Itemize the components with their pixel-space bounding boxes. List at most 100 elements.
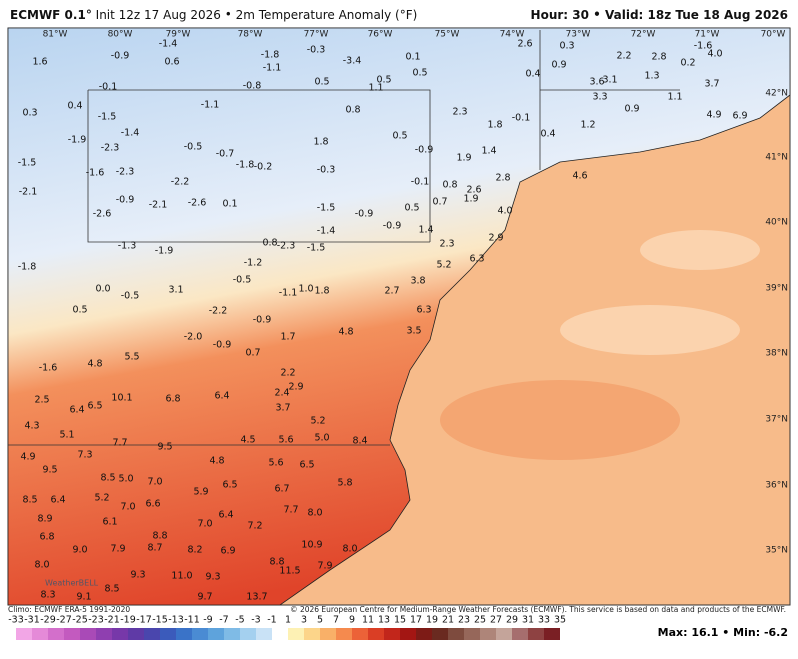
latitude-label: 37°N bbox=[765, 415, 788, 425]
longitude-label: 74°W bbox=[500, 30, 525, 40]
station-value: 5.5 bbox=[124, 352, 139, 363]
station-value: 4.6 bbox=[572, 171, 587, 182]
station-value: -1.1 bbox=[263, 63, 282, 74]
station-value: -1.3 bbox=[118, 241, 137, 252]
colorbar-label: -31 bbox=[24, 615, 40, 626]
station-value: 2.2 bbox=[280, 368, 295, 379]
station-value: 7.0 bbox=[120, 502, 135, 513]
station-value: 8.0 bbox=[34, 560, 49, 571]
station-value: 4.8 bbox=[338, 327, 353, 338]
station-value: 9.5 bbox=[42, 465, 57, 476]
station-value: 7.2 bbox=[247, 521, 262, 532]
max-min: Max: 16.1 • Min: -6.2 bbox=[658, 626, 788, 639]
station-value: 5.0 bbox=[118, 474, 133, 485]
station-value: -1.6 bbox=[694, 41, 713, 52]
colorbar-swatch bbox=[496, 628, 512, 640]
station-value: 8.7 bbox=[147, 543, 162, 554]
colorbar-swatch bbox=[288, 628, 304, 640]
station-value: -0.3 bbox=[307, 45, 326, 56]
max: Max: 16.1 bbox=[658, 626, 719, 639]
header: ECMWF 0.1° Init 12z 17 Aug 2026 • 2m Tem… bbox=[10, 8, 788, 22]
station-value: 6.3 bbox=[469, 254, 484, 265]
station-value: 3.7 bbox=[704, 79, 719, 90]
station-value: 1.3 bbox=[644, 71, 659, 82]
station-value: -0.1 bbox=[99, 82, 118, 93]
colorbar-swatch bbox=[432, 628, 448, 640]
station-value: 6.8 bbox=[39, 532, 54, 543]
station-value: -1.1 bbox=[279, 288, 298, 299]
station-value: 8.5 bbox=[104, 584, 119, 595]
station-value: 6.7 bbox=[274, 484, 289, 495]
station-value: -1.9 bbox=[155, 246, 174, 257]
colorbar-label: -3 bbox=[251, 615, 260, 626]
colorbar-swatch bbox=[480, 628, 496, 640]
station-value: 4.0 bbox=[707, 49, 722, 60]
station-value: -2.6 bbox=[93, 209, 112, 220]
station-value: 3.8 bbox=[410, 276, 425, 287]
colorbar-swatch bbox=[48, 628, 64, 640]
colorbar-swatch bbox=[256, 628, 272, 640]
latitude-label: 41°N bbox=[765, 153, 788, 163]
station-value: -0.9 bbox=[253, 315, 272, 326]
station-value: 0.4 bbox=[525, 69, 540, 80]
station-value: 2.5 bbox=[34, 395, 49, 406]
longitude-label: 78°W bbox=[238, 30, 263, 40]
colorbar-label: 15 bbox=[394, 615, 406, 626]
station-value: 3.1 bbox=[168, 285, 183, 296]
station-value: 6.3 bbox=[416, 305, 431, 316]
station-value: -1.4 bbox=[317, 226, 336, 237]
colorbar-swatch bbox=[448, 628, 464, 640]
station-value: -1.8 bbox=[261, 50, 280, 61]
station-value: 7.9 bbox=[317, 561, 332, 572]
colorbar-label: 1 bbox=[285, 615, 291, 626]
station-value: 7.9 bbox=[110, 544, 125, 555]
colorbar-swatch bbox=[544, 628, 560, 640]
header-left: ECMWF 0.1° Init 12z 17 Aug 2026 • 2m Tem… bbox=[10, 8, 417, 22]
station-value: 1.4 bbox=[418, 225, 433, 236]
colorbar-swatch bbox=[416, 628, 432, 640]
station-value: -0.5 bbox=[184, 142, 203, 153]
station-value: 8.5 bbox=[100, 473, 115, 484]
station-value: 0.4 bbox=[540, 129, 555, 140]
colorbar-label: -25 bbox=[72, 615, 88, 626]
station-value: -1.5 bbox=[317, 203, 336, 214]
colorbar: -33 -31 -29 -27 -25 -23 -21 -19 -17 -15 -13 -11 -9 -7… bbox=[8, 615, 566, 640]
logo: WeatherBELL bbox=[45, 579, 99, 588]
station-value: -2.1 bbox=[19, 187, 38, 198]
station-value: 6.4 bbox=[214, 391, 229, 402]
station-value: 2.6 bbox=[466, 185, 481, 196]
colorbar-label: 21 bbox=[442, 615, 454, 626]
station-value: 8.8 bbox=[152, 531, 167, 542]
init: Init 12z 17 Aug 2026 bbox=[96, 8, 221, 22]
station-value: -1.5 bbox=[18, 158, 37, 169]
colorbar-label: 27 bbox=[490, 615, 502, 626]
axis-labels: 81°W 80°W 79°W 78°W 77°W 76°W 75°W 74°W 73°W 72°W… bbox=[43, 30, 788, 556]
station-value: 8.2 bbox=[187, 545, 202, 556]
longitude-label: 76°W bbox=[368, 30, 393, 40]
station-value: 2.6 bbox=[517, 39, 532, 50]
station-value: 6.5 bbox=[299, 460, 314, 471]
model: ECMWF 0.1° bbox=[10, 8, 92, 22]
colorbar-label: 35 bbox=[554, 615, 566, 626]
map: 1.60.30.4-1.5-1.9-1.5-2.1-1.4-2.3-1.6 -2.… bbox=[7, 27, 791, 606]
station-value: 8.8 bbox=[269, 557, 284, 568]
station-value: 9.7 bbox=[197, 592, 212, 603]
station-values: 1.60.30.4-1.5-1.9-1.5-2.1-1.4-2.3-1.6 -2.… bbox=[18, 39, 748, 603]
colorbar-swatch bbox=[96, 628, 112, 640]
station-value: 10.1 bbox=[111, 393, 132, 404]
station-value: 1.1 bbox=[667, 92, 682, 103]
station-value: 5.2 bbox=[436, 260, 451, 271]
station-value: 5.2 bbox=[94, 493, 109, 504]
station-value: 6.4 bbox=[69, 405, 84, 416]
station-value: 13.7 bbox=[246, 592, 267, 603]
colorbar-label: -21 bbox=[104, 615, 120, 626]
station-value: 9.3 bbox=[130, 570, 145, 581]
station-value: 0.7 bbox=[432, 197, 447, 208]
station-value: 4.8 bbox=[209, 456, 224, 467]
station-value: 0.5 bbox=[412, 68, 427, 79]
station-value: -1.8 bbox=[236, 160, 255, 171]
colorbar-label: 23 bbox=[458, 615, 470, 626]
station-value: 0.3 bbox=[22, 108, 37, 119]
latitude-label: 36°N bbox=[765, 481, 788, 491]
